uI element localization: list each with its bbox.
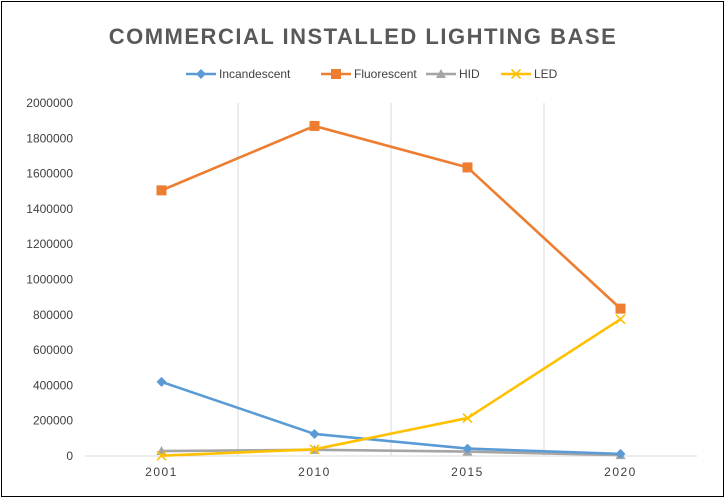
incandescent-line: [160, 380, 622, 456]
y-tick-label: 800000: [33, 308, 73, 322]
legend-marker: [331, 69, 341, 79]
y-tick-label: 2000000: [26, 96, 73, 110]
legend-marker: [196, 69, 206, 79]
fluorescent-point: [462, 162, 473, 173]
legend-marker: [510, 68, 522, 80]
x-tick-label: 2015: [451, 465, 484, 479]
y-tick-label: 400000: [33, 378, 73, 392]
incandescent-point: [156, 376, 167, 387]
x-tick-label: 2001: [145, 465, 178, 479]
legend: Incandescent Fluorescent HID LED: [186, 67, 558, 81]
legend-item-led: LED: [501, 67, 558, 81]
x-tick-label: 2010: [298, 465, 331, 479]
gridlines: [85, 103, 697, 457]
y-tick-label: 1800000: [26, 131, 73, 145]
hid-line: [160, 448, 622, 457]
y-tick-label: 1600000: [26, 167, 73, 181]
x-axis-ticks: 2001 2010 2015 2020: [145, 465, 637, 479]
y-tick-label: 1200000: [26, 237, 73, 251]
series-led: [156, 314, 626, 461]
incandescent-point: [462, 443, 473, 454]
led-point: [615, 314, 626, 325]
led-point: [309, 444, 320, 455]
legend-label: Fluorescent: [354, 67, 417, 81]
legend-label: Incandescent: [219, 67, 291, 81]
x-tick-label: 2020: [604, 465, 637, 479]
y-axis-ticks: 0 200000 400000 600000 800000 1000000 1200000 1…: [26, 96, 73, 463]
y-tick-label: 0: [66, 449, 73, 463]
legend-item-fluorescent: Fluorescent: [321, 67, 417, 81]
incandescent-point: [615, 448, 626, 459]
fluorescent-point: [309, 120, 320, 131]
series-incandescent: [156, 376, 626, 459]
fluorescent-point: [156, 185, 167, 196]
led-point: [156, 450, 167, 461]
legend-label: HID: [459, 67, 480, 81]
series-group: [156, 120, 626, 461]
fluorescent-point: [615, 303, 626, 314]
legend-item-hid: HID: [426, 67, 480, 81]
fluorescent-line: [160, 124, 622, 310]
legend-item-incandescent: Incandescent: [186, 67, 291, 81]
y-tick-label: 600000: [33, 343, 73, 357]
y-tick-label: 1000000: [26, 273, 73, 287]
legend-label: LED: [534, 67, 558, 81]
chart-title: COMMERCIAL INSTALLED LIGHTING BASE: [109, 24, 618, 49]
led-point: [462, 412, 473, 424]
incandescent-point: [309, 428, 320, 439]
y-tick-label: 1400000: [26, 202, 73, 216]
series-fluorescent: [156, 120, 626, 314]
legend-marker: [436, 69, 446, 78]
y-tick-label: 200000: [33, 414, 73, 428]
led-line: [160, 317, 622, 457]
